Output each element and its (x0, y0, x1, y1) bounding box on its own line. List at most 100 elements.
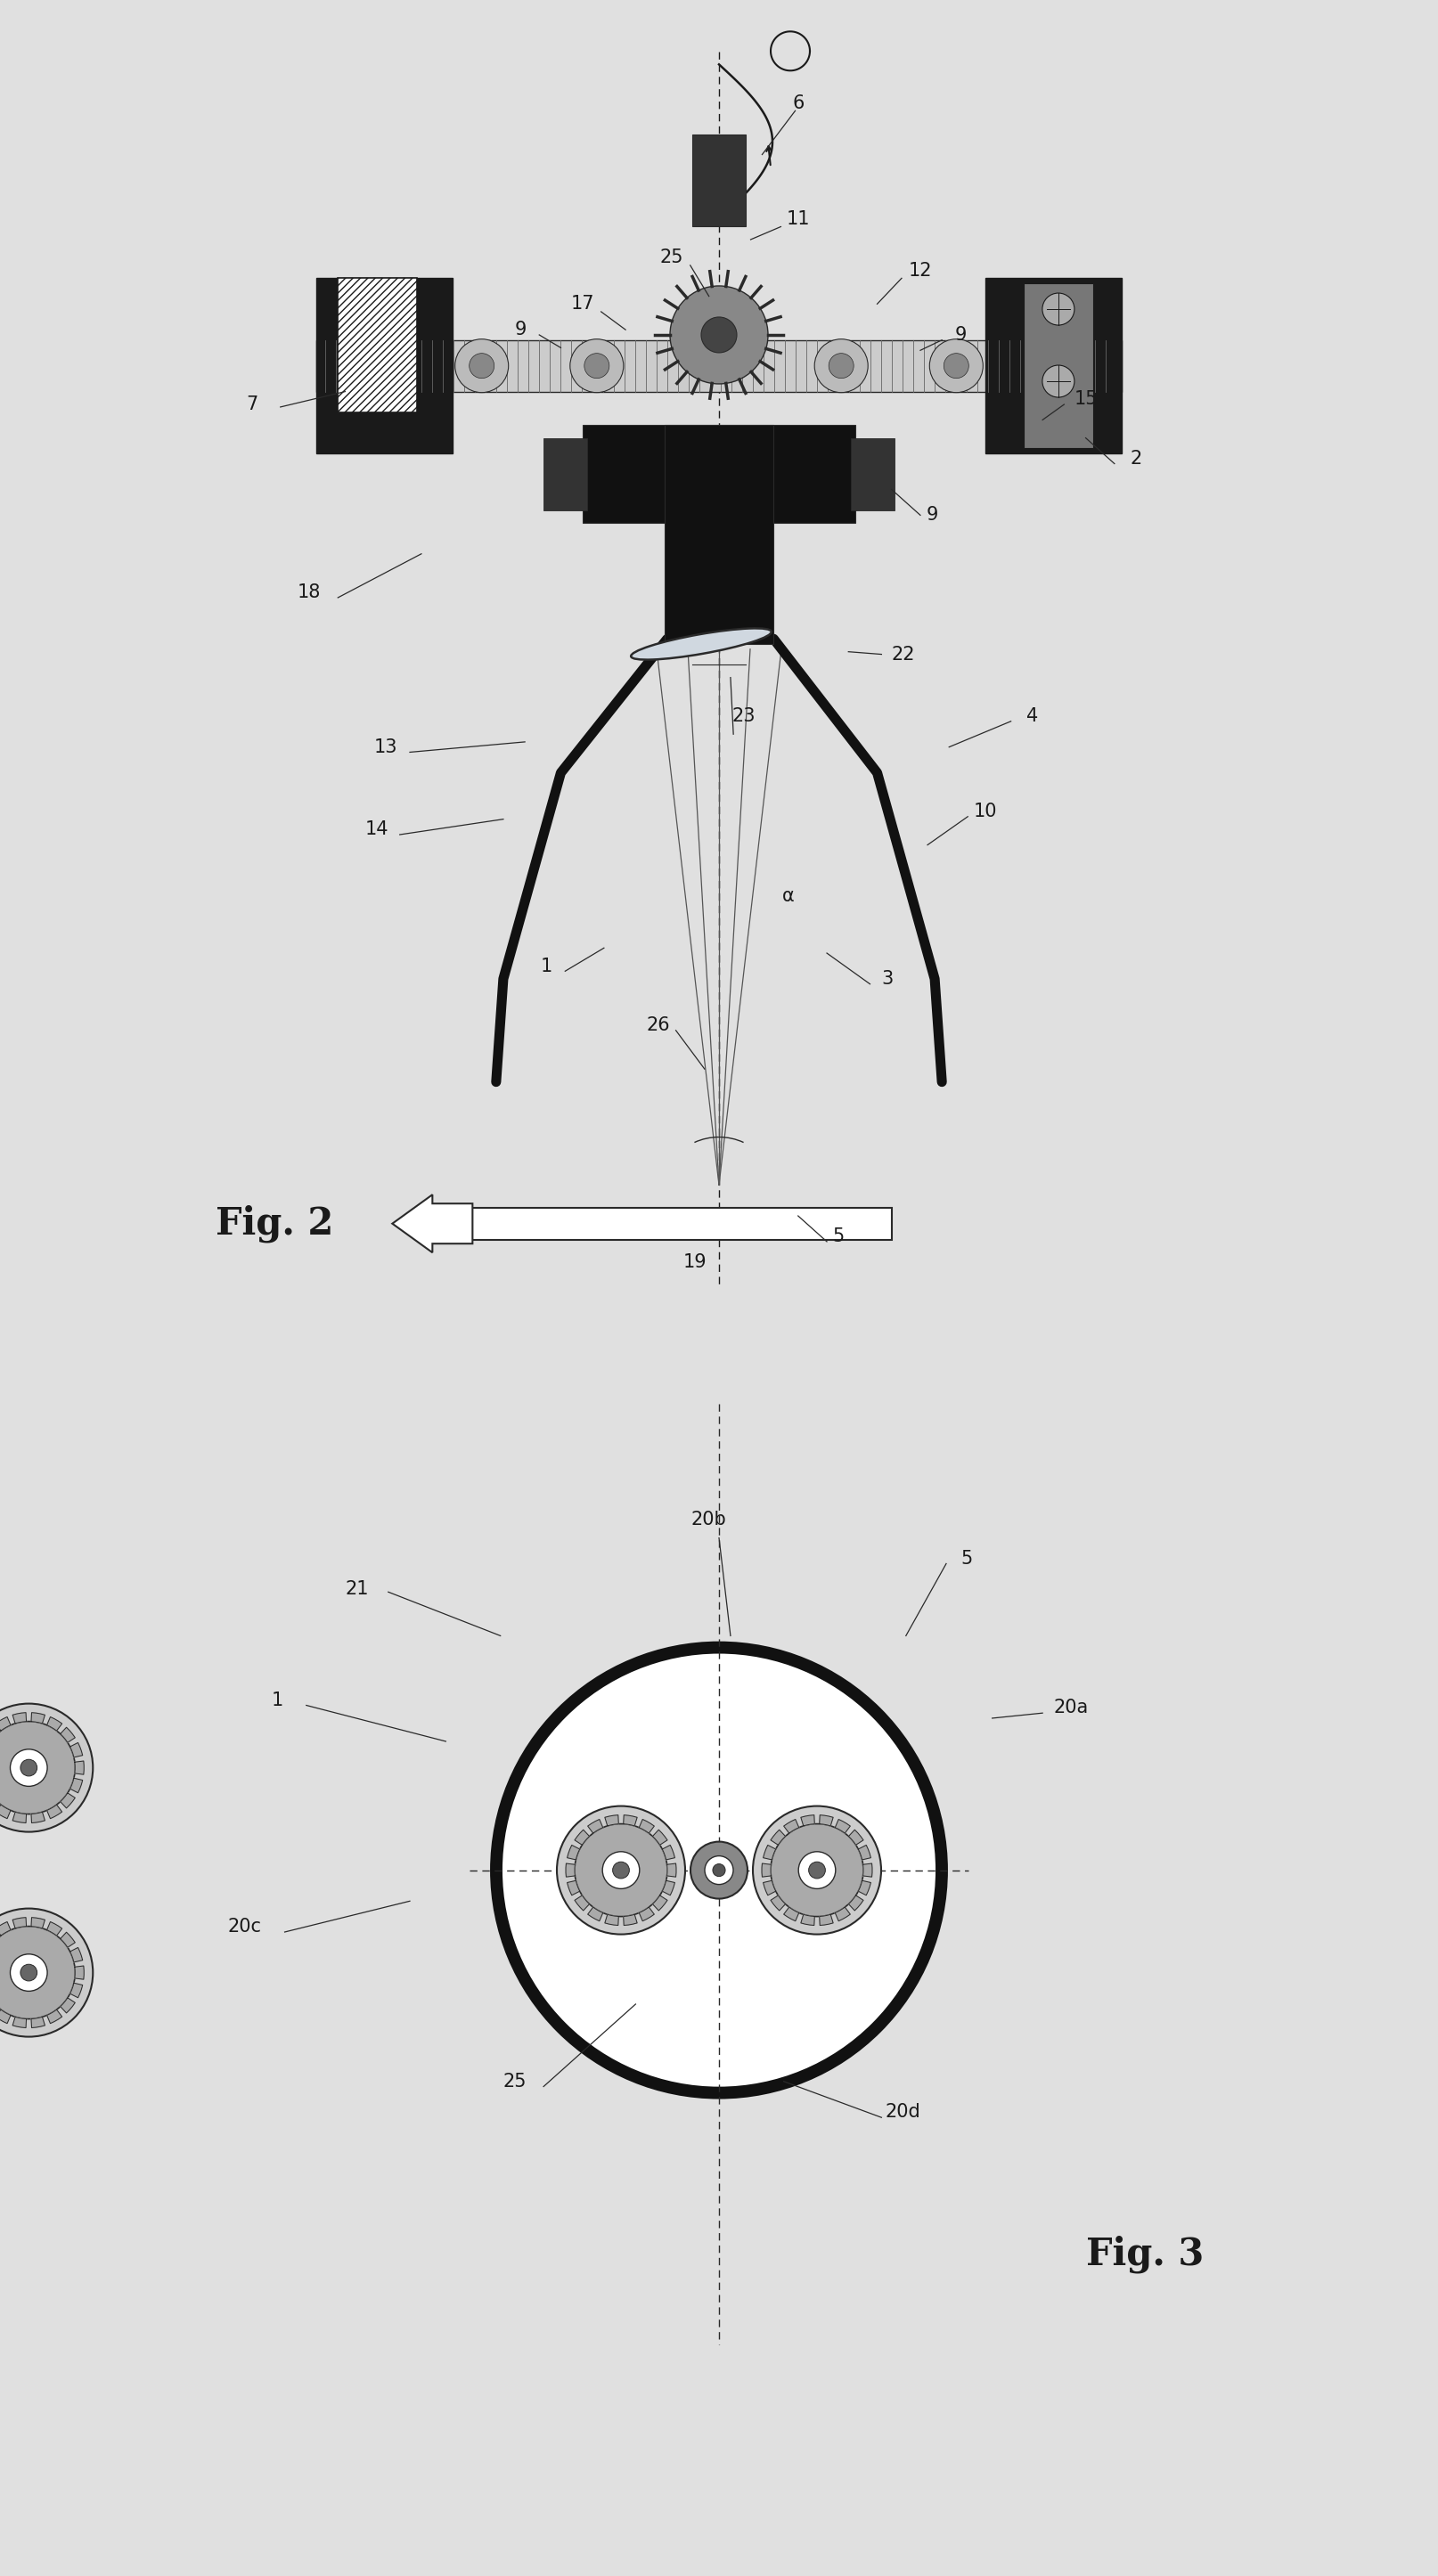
Polygon shape (764, 1880, 775, 1896)
Text: 3: 3 (881, 971, 893, 987)
Polygon shape (60, 1932, 75, 1947)
Circle shape (798, 1852, 835, 1888)
Text: 2: 2 (1130, 451, 1142, 466)
Bar (664, 425, 774, 644)
Polygon shape (605, 1816, 618, 1826)
Text: 25: 25 (503, 2074, 526, 2089)
Polygon shape (75, 1762, 83, 1775)
Polygon shape (575, 1829, 590, 1844)
Circle shape (0, 1909, 93, 2038)
Circle shape (808, 1862, 825, 1878)
Text: 18: 18 (298, 585, 321, 600)
Text: 22: 22 (892, 647, 915, 662)
Polygon shape (820, 1914, 833, 1924)
Circle shape (929, 340, 984, 392)
Polygon shape (32, 1713, 45, 1723)
Text: 11: 11 (787, 211, 810, 227)
Circle shape (0, 1927, 75, 2020)
Bar (473, 1208, 892, 1239)
Polygon shape (638, 1819, 654, 1834)
Polygon shape (848, 1829, 863, 1844)
Polygon shape (801, 1914, 814, 1924)
Text: 7: 7 (246, 397, 257, 412)
Circle shape (20, 1965, 37, 1981)
Text: 20d: 20d (886, 2105, 920, 2120)
Bar (851, 438, 894, 510)
Circle shape (713, 1865, 725, 1875)
Polygon shape (588, 1906, 603, 1922)
Bar (316, 278, 453, 453)
Polygon shape (638, 1906, 654, 1922)
Circle shape (814, 340, 869, 392)
Text: 19: 19 (683, 1255, 706, 1270)
Polygon shape (858, 1880, 871, 1896)
Text: α: α (782, 889, 794, 904)
Polygon shape (764, 1844, 775, 1860)
Polygon shape (0, 1718, 10, 1731)
Bar (692, 134, 746, 227)
Polygon shape (70, 1744, 82, 1757)
Polygon shape (624, 1816, 637, 1826)
Text: 26: 26 (647, 1018, 670, 1033)
Text: 4: 4 (1027, 708, 1038, 724)
Text: Fig. 3: Fig. 3 (1086, 2236, 1204, 2272)
Polygon shape (575, 1896, 590, 1911)
Polygon shape (567, 1844, 580, 1860)
Polygon shape (863, 1862, 873, 1878)
Circle shape (754, 1806, 881, 1935)
Polygon shape (848, 1896, 863, 1911)
Polygon shape (835, 1906, 850, 1922)
Circle shape (943, 353, 969, 379)
Text: Fig. 2: Fig. 2 (216, 1206, 334, 1242)
Polygon shape (801, 1816, 814, 1826)
Bar (338, 278, 417, 412)
Polygon shape (70, 1947, 82, 1963)
Bar (985, 278, 1122, 453)
Circle shape (496, 1649, 942, 2092)
Circle shape (771, 1824, 863, 1917)
Circle shape (670, 286, 768, 384)
Text: 15: 15 (1074, 392, 1097, 407)
Circle shape (10, 1749, 47, 1785)
Text: 21: 21 (345, 1582, 368, 1597)
Circle shape (828, 353, 854, 379)
Polygon shape (588, 1819, 603, 1834)
Polygon shape (605, 1914, 618, 1924)
Polygon shape (0, 2009, 10, 2022)
Polygon shape (13, 2017, 26, 2027)
Circle shape (569, 340, 624, 392)
Polygon shape (13, 1713, 26, 1723)
Circle shape (613, 1862, 630, 1878)
FancyArrow shape (393, 1195, 473, 1252)
Polygon shape (75, 1965, 83, 1978)
Polygon shape (32, 2017, 45, 2027)
Polygon shape (13, 1811, 26, 1824)
Text: 9: 9 (515, 322, 526, 337)
Polygon shape (47, 1718, 62, 1731)
Polygon shape (653, 1896, 667, 1911)
Text: 13: 13 (374, 739, 397, 755)
Circle shape (690, 1842, 748, 1899)
Text: 23: 23 (732, 708, 755, 724)
Polygon shape (624, 1914, 637, 1924)
Circle shape (454, 340, 509, 392)
Text: 9: 9 (955, 327, 966, 343)
Ellipse shape (631, 629, 771, 659)
Polygon shape (32, 1811, 45, 1824)
Text: 5: 5 (961, 1551, 972, 1566)
Text: 25: 25 (660, 250, 683, 265)
Polygon shape (0, 1922, 10, 1935)
Text: 20c: 20c (227, 1919, 262, 1935)
Text: 10: 10 (974, 804, 997, 819)
Polygon shape (60, 1793, 75, 1808)
Text: 9: 9 (926, 507, 938, 523)
Circle shape (0, 1721, 75, 1814)
Circle shape (20, 1759, 37, 1775)
Text: 20b: 20b (692, 1512, 726, 1528)
Polygon shape (667, 1862, 676, 1878)
Text: 14: 14 (365, 822, 388, 837)
Circle shape (557, 1806, 684, 1935)
Polygon shape (70, 1777, 82, 1793)
Circle shape (1043, 294, 1074, 325)
Polygon shape (0, 1806, 10, 1819)
